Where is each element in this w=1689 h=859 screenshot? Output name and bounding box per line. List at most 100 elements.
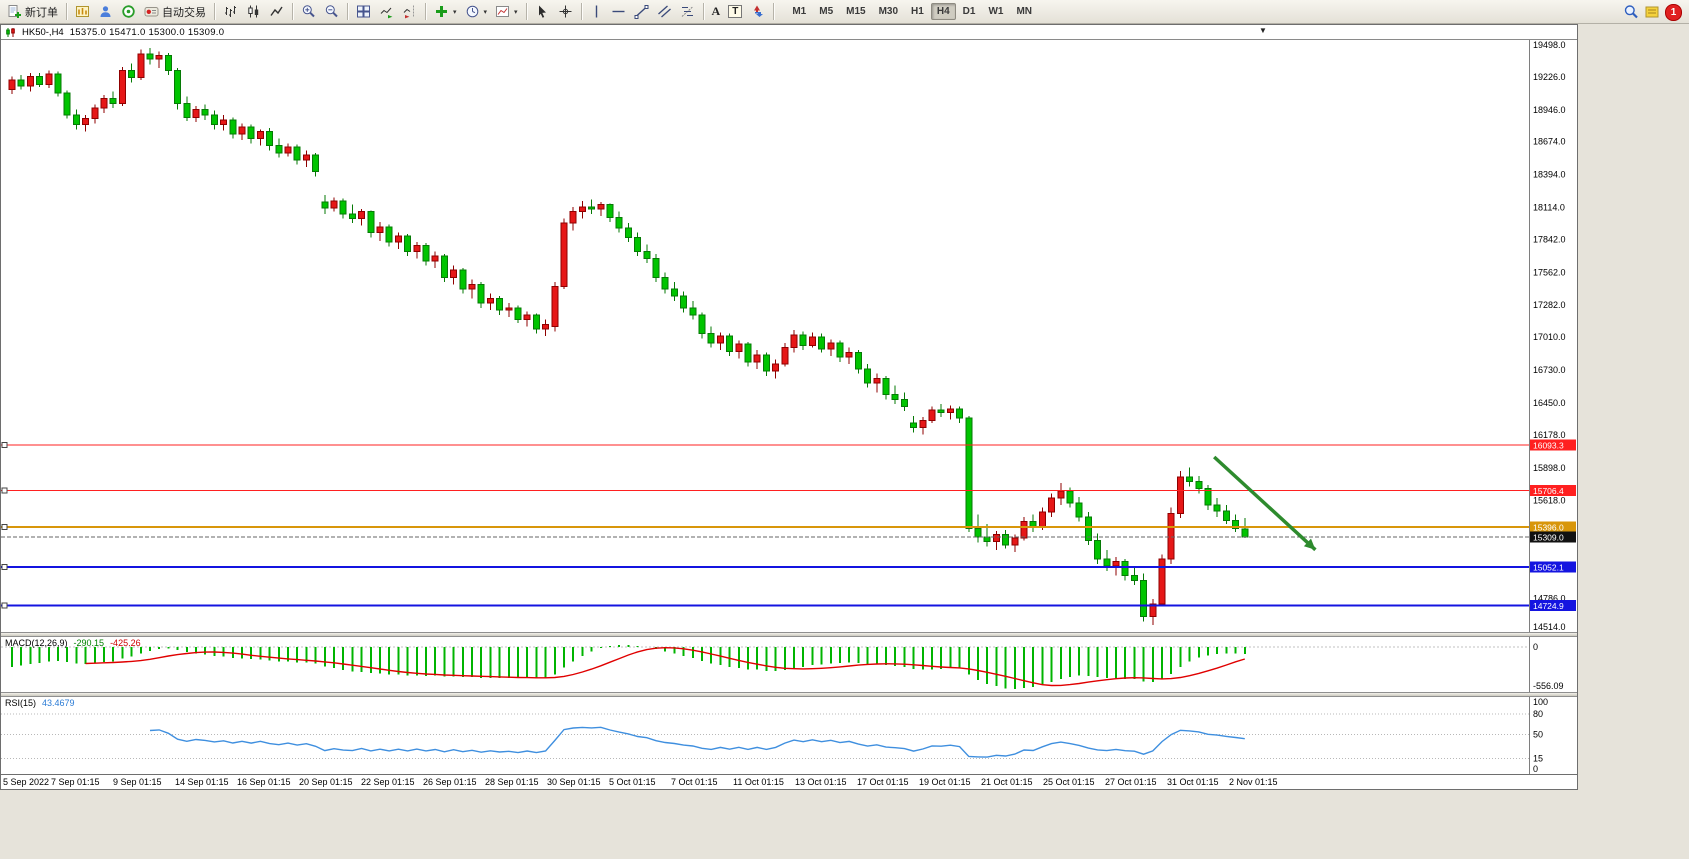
- time-axis-label: 22 Sep 01:15: [361, 777, 415, 787]
- auto-trading-icon: [144, 7, 159, 17]
- alerts-icon[interactable]: [1644, 4, 1660, 20]
- rsi-plot[interactable]: 100 80 50 150: [1, 697, 1577, 774]
- trendline-button[interactable]: [630, 1, 653, 23]
- time-axis-label: 26 Sep 01:15: [423, 777, 477, 787]
- svg-text:19226.0: 19226.0: [1533, 72, 1566, 82]
- toolbar-separator: [66, 3, 67, 20]
- chart-title-symbol: HK50-,H4: [22, 26, 64, 38]
- window-menu-icon[interactable]: ▼: [1259, 26, 1267, 35]
- rsi-name: RSI(15): [5, 698, 37, 708]
- text-label-button[interactable]: T: [724, 1, 746, 23]
- crosshair-button[interactable]: [554, 1, 577, 23]
- bar-chart-button[interactable]: [219, 1, 242, 23]
- time-axis-label: 5 Oct 01:15: [609, 777, 656, 787]
- new-order-label: 新订单: [25, 6, 58, 19]
- svg-text:0: 0: [1533, 764, 1538, 774]
- macd-name: MACD(12,26,9): [5, 638, 68, 648]
- tile-windows-button[interactable]: [352, 1, 375, 23]
- svg-text:15: 15: [1533, 754, 1543, 764]
- chart-title-bar: HK50-,H4 15375.0 15471.0 15300.0 15309.0…: [1, 25, 1577, 40]
- time-axis-label: 2 Nov 01:15: [1229, 777, 1278, 787]
- zoom-in-button[interactable]: [297, 1, 320, 23]
- new-chart-button[interactable]: [71, 1, 94, 23]
- time-axis-label: 7 Sep 01:15: [51, 777, 100, 787]
- line-chart-button[interactable]: [265, 1, 288, 23]
- new-order-button[interactable]: 新订单: [3, 1, 62, 23]
- toolbar-separator: [214, 3, 215, 20]
- svg-text:0: 0: [1533, 642, 1538, 652]
- time-axis-label: 25 Oct 01:15: [1043, 777, 1095, 787]
- data-window-icon: [122, 5, 135, 18]
- svg-text:16730.0: 16730.0: [1533, 365, 1566, 375]
- timeframe-h1-button[interactable]: H1: [911, 6, 924, 17]
- text-tool-icon: A: [711, 4, 721, 18]
- time-axis[interactable]: 5 Sep 2022 7 Sep 01:15 9 Sep 01:15 14 Sep 0…: [1, 774, 1577, 789]
- main-toolbar: 新订单 自动交易: [0, 0, 1689, 24]
- toolbar-separator: [525, 3, 527, 20]
- profiles-button[interactable]: [94, 1, 117, 23]
- time-axis-label: 21 Oct 01:15: [981, 777, 1033, 787]
- time-axis-label: 13 Oct 01:15: [795, 777, 847, 787]
- svg-text:17010.0: 17010.0: [1533, 332, 1566, 342]
- chart-icon: [6, 27, 15, 37]
- periods-button[interactable]: ▾: [461, 1, 492, 23]
- timeframe-m1-button[interactable]: M1: [792, 6, 807, 17]
- chevron-down-icon: ▾: [483, 8, 488, 16]
- indicators-button[interactable]: ▾: [430, 1, 461, 23]
- timeframe-m5-button[interactable]: M5: [819, 6, 834, 17]
- timeframe-mn-button[interactable]: MN: [1016, 6, 1032, 17]
- data-window-button[interactable]: [117, 1, 140, 23]
- arrows-button[interactable]: [746, 1, 769, 23]
- time-axis-label: 16 Sep 01:15: [237, 777, 291, 787]
- svg-text:18114.0: 18114.0: [1533, 202, 1565, 212]
- time-axis-label: 27 Oct 01:15: [1105, 777, 1157, 787]
- svg-text:16178.0: 16178.0: [1533, 430, 1566, 440]
- svg-text:14786.0: 14786.0: [1533, 593, 1566, 603]
- notification-badge[interactable]: 1: [1665, 3, 1682, 21]
- arrows-icon: [754, 5, 764, 17]
- cursor-icon: [538, 5, 546, 18]
- search-icon[interactable]: [1623, 4, 1639, 20]
- timeframe-h4-button[interactable]: H4: [930, 3, 956, 20]
- panel-divider[interactable]: [1, 632, 1577, 637]
- svg-text:18674.0: 18674.0: [1533, 137, 1566, 147]
- svg-text:15706.4: 15706.4: [1533, 486, 1564, 496]
- line-chart-icon: [270, 6, 283, 16]
- horizontal-line-button[interactable]: [607, 1, 630, 23]
- timeframe-d1-button[interactable]: D1: [962, 6, 976, 17]
- vertical-line-button[interactable]: [586, 1, 607, 23]
- auto-scroll-button[interactable]: [375, 1, 398, 23]
- time-axis-label: 19 Oct 01:15: [919, 777, 971, 787]
- svg-text:100: 100: [1533, 697, 1548, 707]
- chart-shift-icon: [403, 5, 414, 19]
- svg-text:14724.9: 14724.9: [1533, 601, 1564, 611]
- fibonacci-icon: [681, 6, 693, 17]
- chart-window: HK50-,H4 15375.0 15471.0 15300.0 15309.0…: [0, 24, 1578, 790]
- text-button[interactable]: A: [708, 1, 725, 23]
- auto-trading-button[interactable]: 自动交易: [140, 1, 210, 23]
- label-tool-icon: T: [728, 5, 743, 18]
- zoom-in-icon: [302, 5, 315, 18]
- timeframe-w1-button[interactable]: W1: [988, 6, 1004, 17]
- time-axis-label: 20 Sep 01:15: [299, 777, 353, 787]
- channel-button[interactable]: [653, 1, 676, 23]
- chart-title-ohlc: 15375.0 15471.0 15300.0 15309.0: [69, 26, 225, 38]
- macd-plot[interactable]: 0 -556.09: [1, 637, 1577, 692]
- toolbar-separator: [347, 3, 348, 20]
- chart-shift-button[interactable]: [398, 1, 421, 23]
- cursor-button[interactable]: [531, 1, 554, 23]
- timeframe-m15-button[interactable]: M15: [846, 6, 866, 17]
- tile-windows-icon: [357, 5, 370, 18]
- templates-button[interactable]: ▾: [491, 1, 522, 23]
- candlestick-chart-button[interactable]: [242, 1, 265, 23]
- price-chart-plot[interactable]: 19498.0 19226.0 18946.0 18674.0 18394.0 18114…: [1, 40, 1577, 632]
- fibonacci-button[interactable]: [676, 1, 699, 23]
- time-axis-label: 30 Sep 01:15: [547, 777, 601, 787]
- timeframe-m30-button[interactable]: M30: [878, 6, 899, 17]
- toolbar-separator: [702, 3, 704, 20]
- zoom-out-button[interactable]: [320, 1, 343, 23]
- svg-text:15396.0: 15396.0: [1533, 522, 1564, 532]
- svg-text:16450.0: 16450.0: [1533, 398, 1566, 408]
- panel-divider[interactable]: [1, 692, 1577, 697]
- svg-text:18946.0: 18946.0: [1533, 105, 1566, 115]
